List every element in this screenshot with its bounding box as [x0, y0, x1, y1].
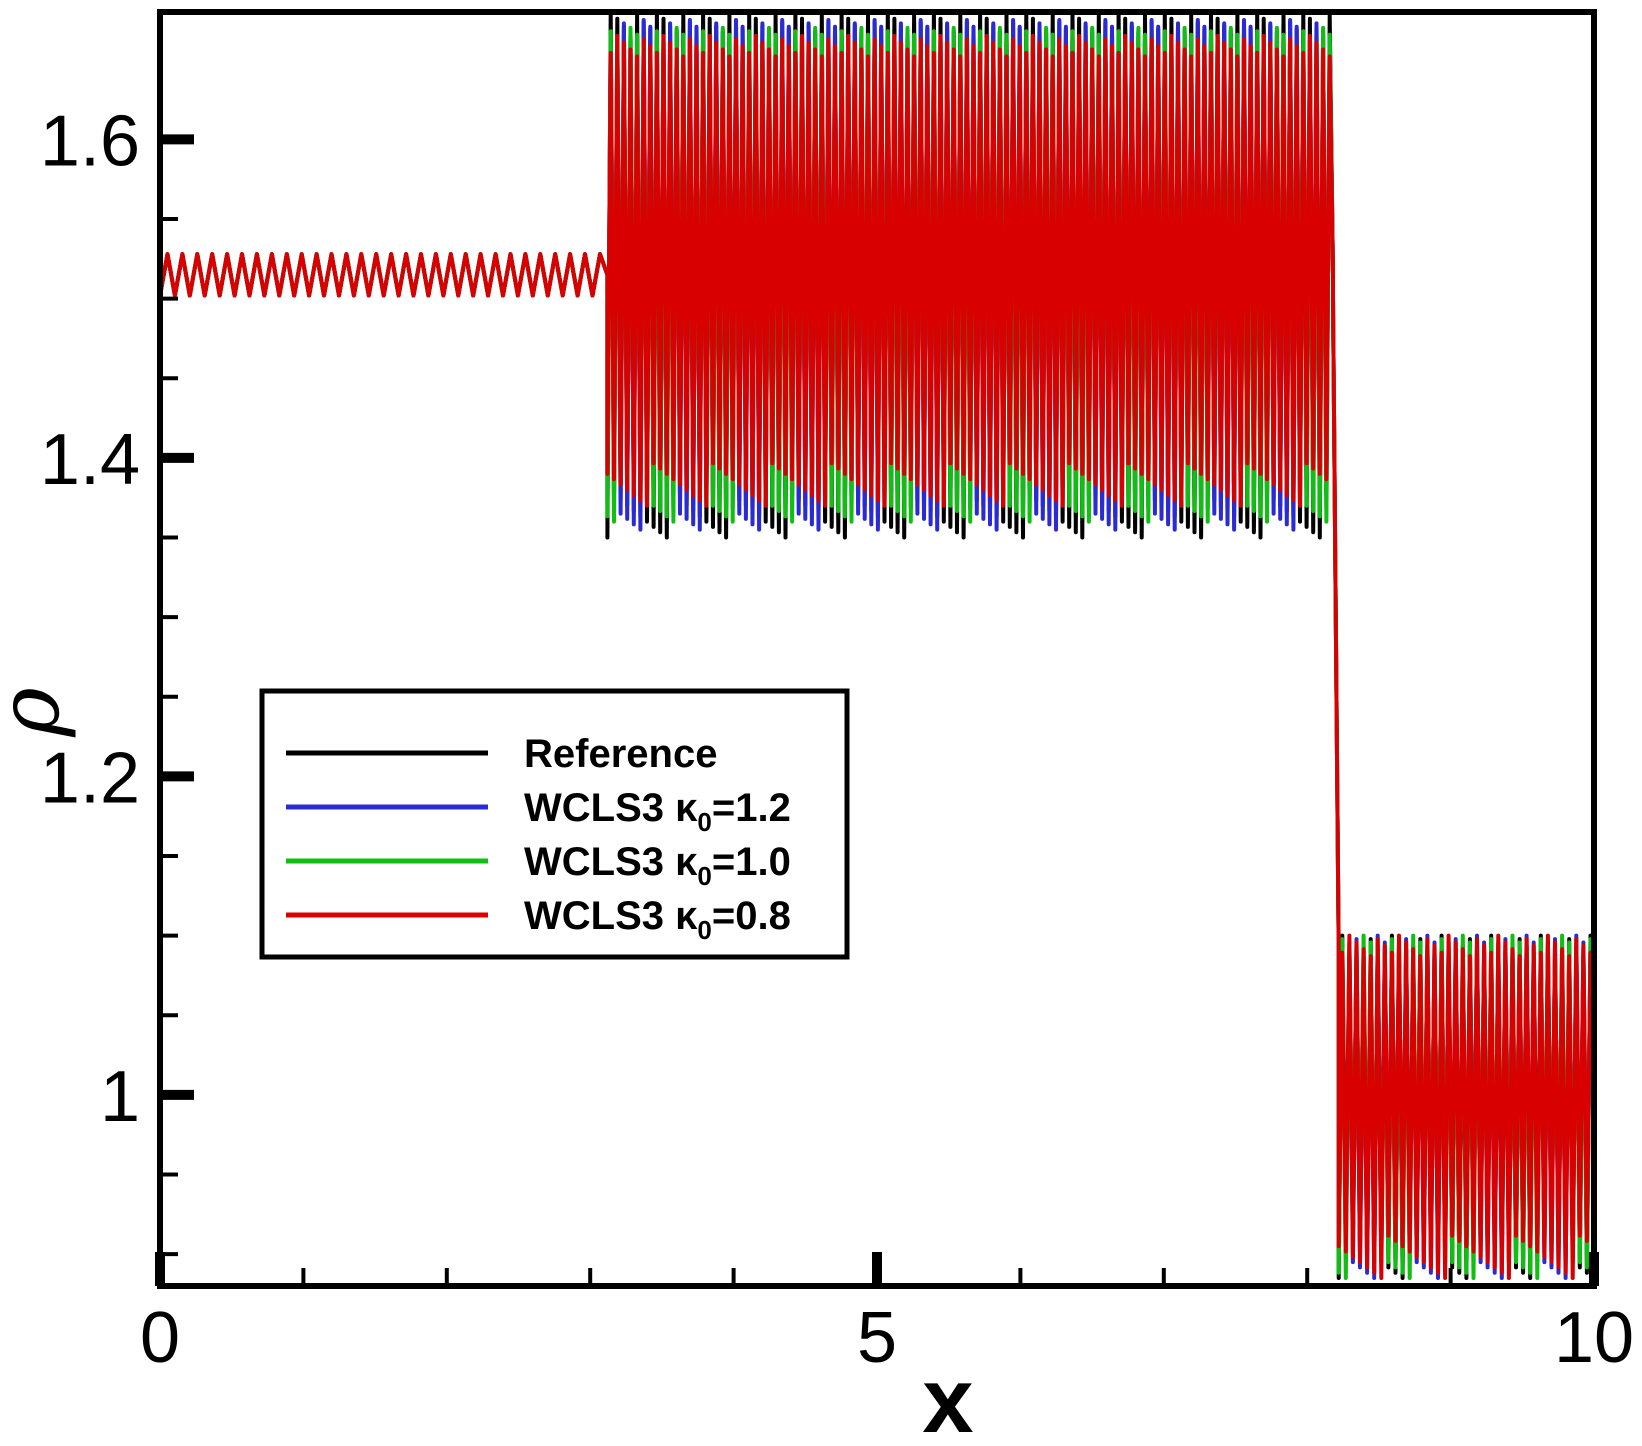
legend-label-main: WCLS3 κ — [524, 840, 698, 884]
legend-label-tail: =1.2 — [712, 786, 791, 830]
y-tick-label: 1 — [100, 1057, 140, 1137]
legend-label: WCLS3 κ0=0.8 — [524, 894, 791, 945]
x-tick-label: 10 — [1554, 1298, 1634, 1378]
legend-label: Reference — [524, 732, 717, 776]
x-tick-label: 5 — [857, 1298, 897, 1378]
x-axis-title: x — [922, 1350, 973, 1446]
y-tick-label: 1.6 — [40, 101, 140, 181]
y-axis-title: ρ — [0, 687, 78, 737]
legend-label-subscript: 0 — [697, 807, 711, 837]
y-tick-label: 1.2 — [40, 738, 140, 818]
plot-frame — [157, 9, 1597, 1289]
legend-label: WCLS3 κ0=1.0 — [524, 840, 791, 891]
legend-label-tail: =1.0 — [712, 840, 791, 884]
legend-label-subscript: 0 — [697, 861, 711, 891]
legend-label-main: WCLS3 κ — [524, 786, 698, 830]
legend-label-subscript: 0 — [697, 915, 711, 945]
series-layer — [158, 10, 1596, 1280]
legend-label-main: Reference — [524, 732, 717, 776]
x-tick-label: 0 — [140, 1298, 180, 1378]
y-tick-label: 1.4 — [40, 420, 140, 500]
tick-labels: 0 5 10 1 1.2 1.4 1.6 — [40, 101, 1634, 1378]
legend-label-tail: =0.8 — [712, 894, 791, 938]
series-line-3 — [158, 33, 1596, 1280]
legend-label-main: WCLS3 κ — [524, 894, 698, 938]
legend-label: WCLS3 κ0=1.2 — [524, 786, 791, 837]
